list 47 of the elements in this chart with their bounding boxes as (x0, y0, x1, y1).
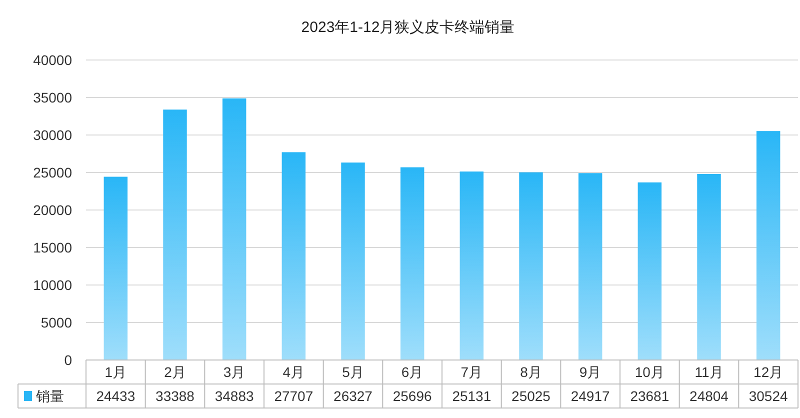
legend-label: 销量 (35, 388, 64, 404)
bar (163, 110, 187, 360)
data-label: 24804 (690, 388, 729, 404)
bar (460, 172, 484, 360)
x-tick-label: 7月 (460, 364, 483, 380)
data-label: 26327 (334, 388, 373, 404)
y-tick-label: 35000 (33, 90, 72, 106)
x-tick-label: 2月 (164, 364, 186, 380)
y-tick-label: 20000 (33, 202, 72, 218)
bar (104, 176, 128, 360)
x-tick-label: 6月 (401, 364, 424, 380)
x-tick-label: 3月 (223, 364, 246, 380)
y-tick-label: 25000 (33, 164, 72, 180)
data-label: 24433 (96, 388, 136, 404)
bar (282, 152, 306, 360)
y-tick-label: 10000 (33, 277, 72, 293)
data-label: 30524 (748, 388, 788, 404)
x-tick-label: 9月 (579, 364, 602, 380)
y-tick-label: 30000 (33, 127, 72, 143)
bar (578, 173, 602, 360)
data-label: 33388 (156, 388, 195, 404)
x-tick-label: 11月 (694, 364, 724, 380)
data-label: 27707 (274, 388, 314, 404)
bar (756, 131, 780, 360)
bar (697, 174, 721, 360)
data-label: 25131 (452, 388, 492, 404)
chart-title: 2023年1-12月狭义皮卡终端销量 (301, 19, 515, 36)
data-label: 25696 (392, 388, 432, 404)
x-tick-label: 4月 (282, 364, 305, 380)
x-tick-label: 1月 (104, 364, 127, 380)
bar (222, 98, 246, 360)
data-label: 24917 (570, 388, 610, 404)
bar (638, 182, 662, 360)
x-tick-label: 10月 (634, 364, 664, 380)
data-label: 25025 (512, 388, 551, 404)
x-tick-label: 5月 (342, 364, 364, 380)
bar (400, 167, 424, 360)
y-tick-label: 15000 (33, 240, 72, 256)
y-tick-label: 5000 (40, 314, 72, 330)
x-tick-label: 8月 (520, 364, 542, 380)
y-tick-label: 0 (64, 352, 72, 368)
bar (341, 162, 365, 360)
data-label: 34883 (214, 388, 254, 404)
y-tick-label: 40000 (33, 52, 72, 68)
data-label: 23681 (630, 388, 670, 404)
x-tick-label: 12月 (754, 364, 784, 380)
bar (519, 172, 543, 360)
